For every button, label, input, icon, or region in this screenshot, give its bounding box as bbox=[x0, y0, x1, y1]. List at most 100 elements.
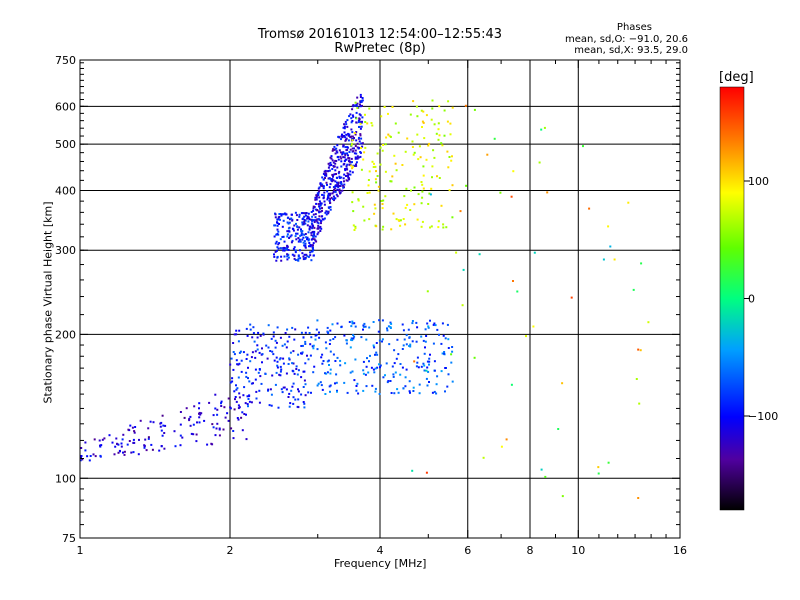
data-point bbox=[290, 241, 293, 244]
data-point bbox=[214, 393, 217, 396]
data-point bbox=[152, 421, 155, 424]
data-point bbox=[342, 145, 345, 148]
data-point bbox=[279, 374, 282, 377]
data-point bbox=[334, 336, 337, 339]
data-point bbox=[333, 188, 336, 191]
data-point bbox=[288, 392, 291, 395]
data-point bbox=[274, 250, 277, 253]
data-point bbox=[334, 187, 337, 190]
data-point bbox=[374, 178, 377, 181]
data-point bbox=[423, 364, 426, 367]
data-point bbox=[376, 353, 379, 356]
data-point bbox=[295, 365, 298, 368]
data-point bbox=[341, 135, 343, 137]
data-point bbox=[319, 225, 322, 228]
data-point bbox=[280, 214, 283, 217]
data-point bbox=[276, 364, 279, 367]
data-point bbox=[329, 198, 332, 200]
data-point bbox=[227, 397, 230, 400]
data-point bbox=[423, 137, 426, 140]
data-point bbox=[323, 200, 326, 203]
data-point bbox=[429, 319, 431, 322]
data-point bbox=[130, 451, 133, 454]
data-point bbox=[316, 348, 319, 351]
data-point bbox=[361, 145, 364, 148]
data-point bbox=[332, 175, 334, 178]
data-point bbox=[343, 127, 346, 130]
chart-title: Tromsø 20161013 12:54:00–12:55:43 bbox=[257, 27, 503, 42]
data-point bbox=[244, 402, 247, 405]
data-point bbox=[355, 389, 358, 392]
chart-subtitle: RwPretec (8p) bbox=[334, 41, 426, 56]
data-point bbox=[440, 142, 443, 145]
data-point bbox=[639, 349, 642, 352]
data-point bbox=[426, 360, 429, 363]
data-point bbox=[332, 198, 334, 201]
data-point bbox=[543, 126, 546, 129]
data-point bbox=[363, 219, 366, 222]
data-point bbox=[397, 353, 400, 356]
data-point bbox=[348, 163, 351, 166]
data-point bbox=[324, 341, 327, 344]
data-point bbox=[267, 324, 270, 327]
data-point bbox=[344, 169, 347, 172]
data-point bbox=[281, 391, 284, 394]
data-point bbox=[192, 423, 195, 426]
data-point bbox=[327, 212, 330, 215]
data-point bbox=[450, 159, 453, 162]
data-point bbox=[306, 217, 309, 220]
data-point bbox=[322, 185, 325, 188]
data-point bbox=[290, 217, 293, 220]
data-point bbox=[220, 400, 223, 403]
data-point bbox=[245, 358, 248, 360]
data-point bbox=[499, 191, 502, 194]
data-point bbox=[294, 328, 297, 331]
data-point bbox=[360, 142, 363, 145]
data-point bbox=[353, 147, 355, 150]
data-point bbox=[291, 239, 294, 242]
data-point bbox=[304, 233, 307, 235]
data-point bbox=[307, 255, 310, 258]
data-point bbox=[397, 131, 400, 134]
data-point bbox=[413, 203, 416, 206]
data-point bbox=[251, 351, 254, 354]
data-point bbox=[339, 155, 342, 158]
data-point bbox=[380, 115, 383, 118]
data-point bbox=[190, 432, 193, 435]
data-point bbox=[314, 196, 317, 199]
data-point bbox=[437, 138, 440, 141]
data-point bbox=[278, 223, 280, 225]
data-point bbox=[132, 438, 135, 441]
data-point bbox=[84, 441, 87, 444]
data-point bbox=[286, 216, 289, 219]
data-point bbox=[282, 357, 285, 360]
data-point bbox=[322, 194, 325, 197]
data-point bbox=[412, 390, 415, 392]
data-point bbox=[235, 359, 238, 362]
y-tick-label: 200 bbox=[55, 328, 76, 341]
data-point bbox=[343, 123, 346, 126]
data-point bbox=[297, 406, 300, 409]
data-point bbox=[277, 230, 280, 233]
data-point bbox=[303, 219, 306, 221]
data-point bbox=[245, 438, 248, 441]
data-point bbox=[426, 322, 429, 325]
data-point bbox=[183, 416, 186, 419]
data-point bbox=[334, 159, 337, 162]
data-point bbox=[349, 346, 352, 349]
data-point bbox=[352, 224, 355, 227]
data-point bbox=[230, 427, 233, 430]
data-point bbox=[99, 454, 102, 457]
data-point bbox=[409, 391, 411, 394]
data-point bbox=[361, 99, 364, 102]
data-point bbox=[417, 366, 420, 369]
data-point bbox=[403, 195, 406, 198]
data-point bbox=[122, 451, 124, 454]
data-point bbox=[259, 375, 262, 378]
data-point bbox=[288, 237, 291, 239]
data-point bbox=[359, 151, 362, 153]
data-point bbox=[387, 325, 390, 328]
data-point bbox=[420, 335, 423, 338]
data-point bbox=[422, 121, 425, 124]
data-point bbox=[339, 192, 341, 195]
